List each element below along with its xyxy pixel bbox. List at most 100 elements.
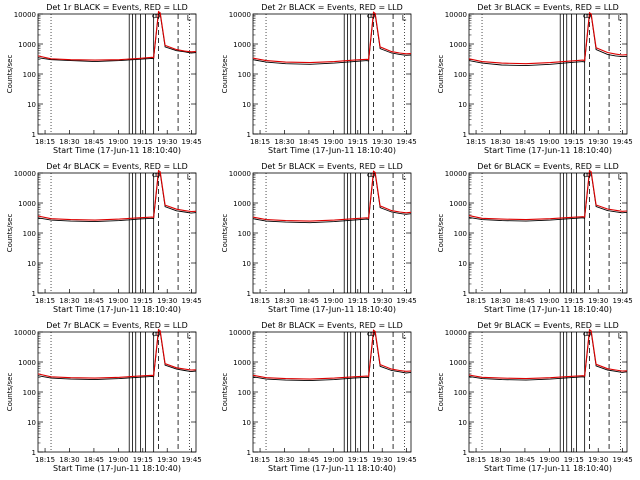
y-tick-label: 1: [32, 449, 36, 457]
x-tick-label: 19:45: [613, 456, 633, 464]
panel-det-2: Det 2r BLACK = Events, RED = LLD 1 10 100 10…: [221, 3, 417, 155]
y-tick-label: 10000: [445, 170, 467, 178]
panel-title: Det 8r BLACK = Events, RED = LLD: [261, 321, 403, 330]
plot-frame: [252, 13, 412, 135]
x-tick-label: 19:00: [323, 297, 343, 305]
x-tick-label: 19:00: [108, 138, 128, 146]
corner-bracket-mark: [187, 15, 192, 21]
x-tick-label: 19:30: [157, 456, 177, 464]
y-tick-label: 1000: [449, 41, 467, 49]
plot-frame: [468, 172, 628, 294]
y-tick-label: 10: [27, 419, 36, 427]
series-line-lld: [252, 11, 412, 64]
panel-title: Det 4r BLACK = Events, RED = LLD: [46, 162, 188, 171]
panel-title: Det 5r BLACK = Events, RED = LLD: [261, 162, 403, 171]
x-tick-label: 19:45: [397, 297, 417, 305]
y-axis-label: Counts/sec: [437, 373, 445, 412]
x-tick-label: 19:15: [348, 297, 368, 305]
x-tick-label: 18:45: [515, 456, 535, 464]
x-tick-label: 19:00: [108, 456, 128, 464]
x-axis-label: Start Time (17-Jun-11 18:10:40): [268, 305, 396, 314]
series-line-events: [468, 331, 628, 381]
x-tick-label: 18:30: [274, 297, 294, 305]
panel-det-3: Det 3r BLACK = Events, RED = LLD 1 10 100 10…: [437, 3, 633, 155]
y-tick-label: 10: [458, 260, 467, 268]
y-tick-label: 100: [238, 230, 251, 238]
y-tick-label: 1000: [449, 200, 467, 208]
plot-frame: [468, 13, 628, 135]
y-tick-label: 10000: [229, 329, 251, 337]
peak-marker: [586, 331, 591, 337]
y-tick-label: 10000: [445, 329, 467, 337]
x-tick-label: 19:30: [588, 456, 608, 464]
x-tick-label: 18:15: [250, 138, 270, 146]
y-axis-label: Counts/sec: [6, 55, 14, 94]
y-tick-label: 10: [27, 101, 36, 109]
peak-marker: [370, 331, 375, 337]
peak-marker: [155, 13, 160, 19]
panel-title: Det 6r BLACK = Events, RED = LLD: [477, 162, 619, 171]
corner-bracket-mark: [618, 333, 623, 339]
y-tick-label: 1: [32, 131, 36, 139]
corner-bracket-mark: [402, 333, 407, 339]
y-tick-label: 10000: [229, 170, 251, 178]
panel-title: Det 3r BLACK = Events, RED = LLD: [477, 3, 619, 12]
y-tick-label: 1000: [18, 359, 36, 367]
x-tick-label: 19:15: [133, 138, 153, 146]
y-axis-label: Counts/sec: [221, 373, 229, 412]
y-tick-label: 1: [247, 449, 251, 457]
x-tick-label: 19:45: [613, 138, 633, 146]
peak-marker: [370, 13, 375, 19]
peak-marker: [370, 172, 375, 178]
panel-title: Det 2r BLACK = Events, RED = LLD: [261, 3, 403, 12]
x-tick-label: 18:45: [515, 138, 535, 146]
x-axis-label: Start Time (17-Jun-11 18:10:40): [484, 305, 612, 314]
y-tick-label: 1000: [449, 359, 467, 367]
y-tick-label: 1: [247, 131, 251, 139]
x-tick-label: 19:00: [323, 138, 343, 146]
y-tick-label: 10: [458, 419, 467, 427]
peak-marker: [155, 172, 160, 178]
y-tick-label: 1000: [233, 41, 251, 49]
y-tick-label: 10: [458, 101, 467, 109]
y-tick-label: 1000: [18, 41, 36, 49]
y-tick-label: 10000: [14, 170, 36, 178]
x-tick-label: 18:30: [490, 456, 510, 464]
series-line-lld: [468, 328, 628, 380]
y-tick-label: 10000: [445, 11, 467, 19]
x-axis-label: Start Time (17-Jun-11 18:10:40): [53, 464, 181, 473]
x-tick-label: 18:45: [515, 297, 535, 305]
panel-title: Det 1r BLACK = Events, RED = LLD: [46, 3, 188, 12]
series-line-events: [468, 13, 628, 67]
x-axis-label: Start Time (17-Jun-11 18:10:40): [53, 305, 181, 314]
x-tick-label: 18:15: [466, 456, 486, 464]
series-line-lld: [252, 170, 412, 222]
plot-frame: [468, 331, 628, 453]
x-tick-label: 18:15: [466, 138, 486, 146]
x-tick-label: 19:45: [182, 297, 202, 305]
x-tick-label: 18:45: [299, 297, 319, 305]
series-line-events: [252, 13, 412, 65]
x-tick-label: 18:30: [274, 456, 294, 464]
y-tick-label: 10000: [14, 11, 36, 19]
y-tick-label: 10: [242, 101, 251, 109]
x-tick-label: 19:30: [588, 138, 608, 146]
peak-marker: [586, 172, 591, 178]
x-tick-label: 19:15: [133, 456, 153, 464]
x-tick-label: 19:30: [372, 456, 392, 464]
panel-det-5: Det 5r BLACK = Events, RED = LLD 1 10 100 10…: [221, 162, 417, 314]
plot-frame: [37, 172, 197, 294]
corner-bracket-mark: [618, 15, 623, 21]
x-tick-label: 19:00: [539, 297, 559, 305]
x-tick-label: 18:30: [59, 138, 79, 146]
y-tick-label: 1: [247, 290, 251, 298]
x-tick-label: 18:45: [84, 138, 104, 146]
y-axis-label: Counts/sec: [221, 55, 229, 94]
x-tick-label: 19:45: [613, 297, 633, 305]
panel-title: Det 9r BLACK = Events, RED = LLD: [477, 321, 619, 330]
series-line-lld: [37, 328, 197, 379]
x-tick-label: 19:00: [539, 456, 559, 464]
x-tick-label: 18:45: [299, 456, 319, 464]
x-tick-label: 18:30: [490, 297, 510, 305]
